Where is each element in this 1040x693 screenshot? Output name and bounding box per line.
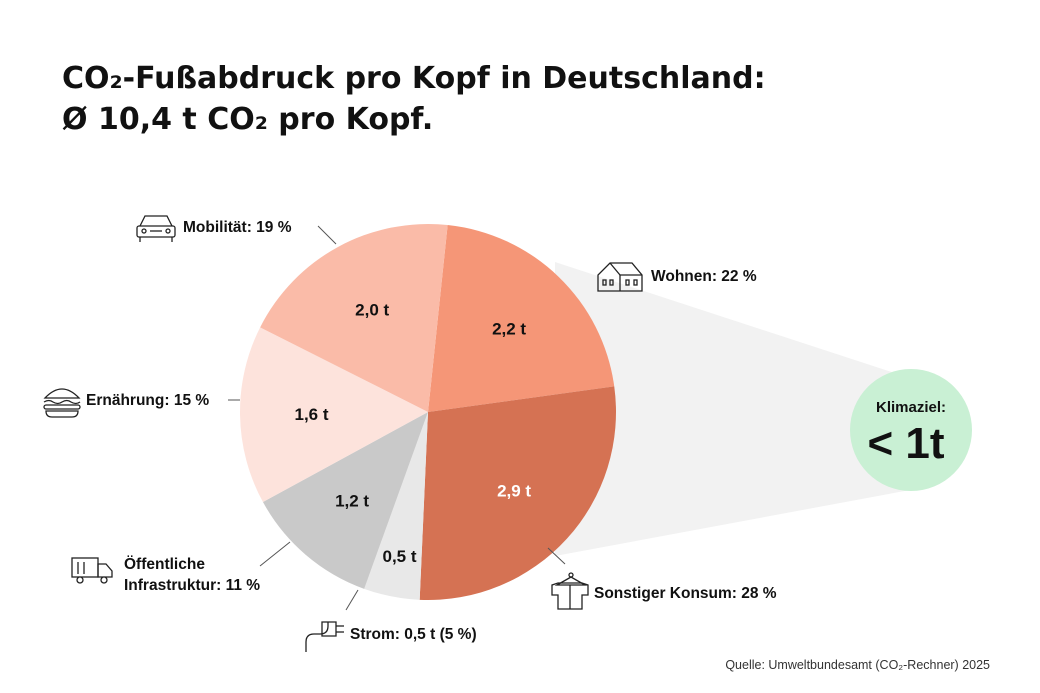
slice-value-label: 0,5 t — [382, 547, 416, 566]
house-icon — [597, 262, 643, 292]
funnel-shape — [555, 262, 910, 556]
slice-value-label: 1,2 t — [335, 492, 369, 511]
target-value: < 1t — [867, 419, 944, 468]
pie-slices — [240, 224, 616, 601]
slice-value-label: 2,0 t — [355, 301, 389, 320]
pie-slice-ernährung — [240, 327, 428, 503]
leader-lines — [228, 225, 566, 611]
label-infrastruktur-line-1: Öffentliche — [124, 556, 205, 573]
label-strom: Strom: 0,5 t (5 %) — [350, 626, 477, 643]
source-note: Quelle: Umweltbundesamt (CO₂-Rechner) 20… — [725, 658, 990, 672]
leader-line-infrastruktur — [259, 541, 291, 567]
leader-line-konsum — [547, 547, 566, 565]
slice-value-label: 1,6 t — [294, 405, 328, 424]
plug-icon — [305, 621, 344, 652]
label-infrastruktur-line-2: Infrastruktur: 11 % — [124, 577, 260, 594]
slice-value-label: 2,9 t — [497, 482, 531, 501]
title-line-2: Ø 10,4 t CO₂ pro Kopf. — [62, 102, 434, 137]
car-icon — [136, 215, 176, 242]
pie-slice-öffentliche-infrastruktur — [262, 412, 428, 589]
clothes-icon — [551, 572, 589, 610]
leader-line-strom — [345, 589, 359, 611]
burger-icon — [43, 388, 81, 418]
pie-slice-mobilität — [260, 224, 448, 412]
chart-title: CO₂-Fußabdruck pro Kopf in Deutschland: … — [62, 58, 766, 140]
label-mobilitaet: Mobilität: 19 % — [183, 219, 292, 236]
pie-slice-strom — [364, 412, 428, 600]
pie-slice-sonstiger-konsum — [419, 386, 616, 601]
leader-line-mobilitaet — [317, 225, 337, 245]
pie-slice-wohnen — [428, 225, 615, 412]
truck-icon — [71, 557, 113, 584]
slice-value-labels: 2,2 t 2,9 t 0,5 t 1,2 t 1,6 t 2,0 t — [294, 301, 531, 566]
target-circle — [850, 369, 972, 491]
label-sonstiger-konsum: Sonstiger Konsum: 28 % — [594, 585, 777, 602]
label-wohnen: Wohnen: 22 % — [651, 268, 757, 285]
target-label: Klimaziel: — [876, 399, 946, 416]
slice-value-label: 2,2 t — [492, 319, 526, 338]
title-line-1: CO₂-Fußabdruck pro Kopf in Deutschland: — [62, 61, 766, 96]
label-ernaehrung: Ernährung: 15 % — [86, 392, 209, 409]
